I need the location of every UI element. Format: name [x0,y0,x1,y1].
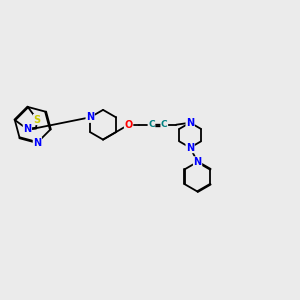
Text: N: N [194,157,202,167]
Text: O: O [124,120,133,130]
Text: N: N [33,137,41,148]
Text: N: N [86,112,94,122]
Text: C: C [148,120,155,129]
Text: N: N [23,124,32,134]
Text: S: S [34,115,40,124]
Text: C: C [161,120,168,129]
Text: N: N [186,142,194,153]
Text: N: N [186,118,194,128]
